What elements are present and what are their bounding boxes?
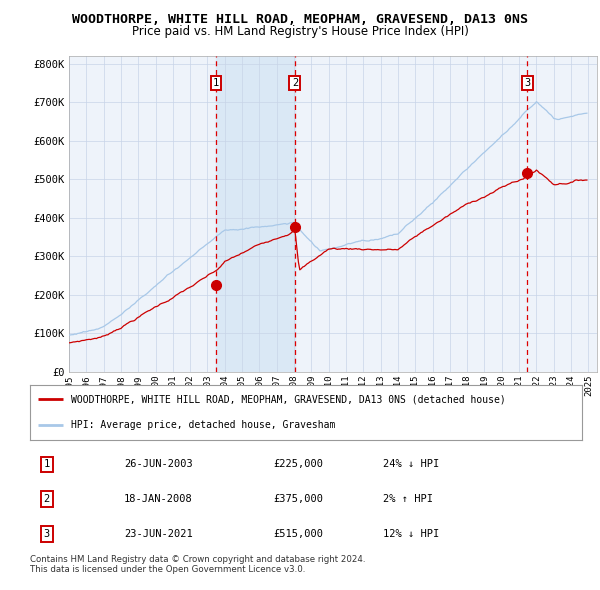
Text: 24% ↓ HPI: 24% ↓ HPI [383, 460, 440, 470]
Text: 12% ↓ HPI: 12% ↓ HPI [383, 529, 440, 539]
Text: 26-JUN-2003: 26-JUN-2003 [124, 460, 193, 470]
Text: HPI: Average price, detached house, Gravesham: HPI: Average price, detached house, Grav… [71, 419, 336, 430]
Text: £515,000: £515,000 [273, 529, 323, 539]
Text: Price paid vs. HM Land Registry's House Price Index (HPI): Price paid vs. HM Land Registry's House … [131, 25, 469, 38]
Text: Contains HM Land Registry data © Crown copyright and database right 2024.
This d: Contains HM Land Registry data © Crown c… [30, 555, 365, 574]
Text: 2: 2 [292, 78, 298, 88]
Text: £375,000: £375,000 [273, 494, 323, 504]
Text: 1: 1 [213, 78, 219, 88]
Text: 1: 1 [43, 460, 50, 470]
Text: WOODTHORPE, WHITE HILL ROAD, MEOPHAM, GRAVESEND, DA13 0NS: WOODTHORPE, WHITE HILL ROAD, MEOPHAM, GR… [72, 13, 528, 26]
Text: 3: 3 [43, 529, 50, 539]
Text: 18-JAN-2008: 18-JAN-2008 [124, 494, 193, 504]
Bar [216, 56, 295, 372]
Text: WOODTHORPE, WHITE HILL ROAD, MEOPHAM, GRAVESEND, DA13 0NS (detached house): WOODTHORPE, WHITE HILL ROAD, MEOPHAM, GR… [71, 395, 506, 405]
Text: 23-JUN-2021: 23-JUN-2021 [124, 529, 193, 539]
Text: £225,000: £225,000 [273, 460, 323, 470]
Text: 3: 3 [524, 78, 530, 88]
Text: 2% ↑ HPI: 2% ↑ HPI [383, 494, 433, 504]
Text: 2: 2 [43, 494, 50, 504]
